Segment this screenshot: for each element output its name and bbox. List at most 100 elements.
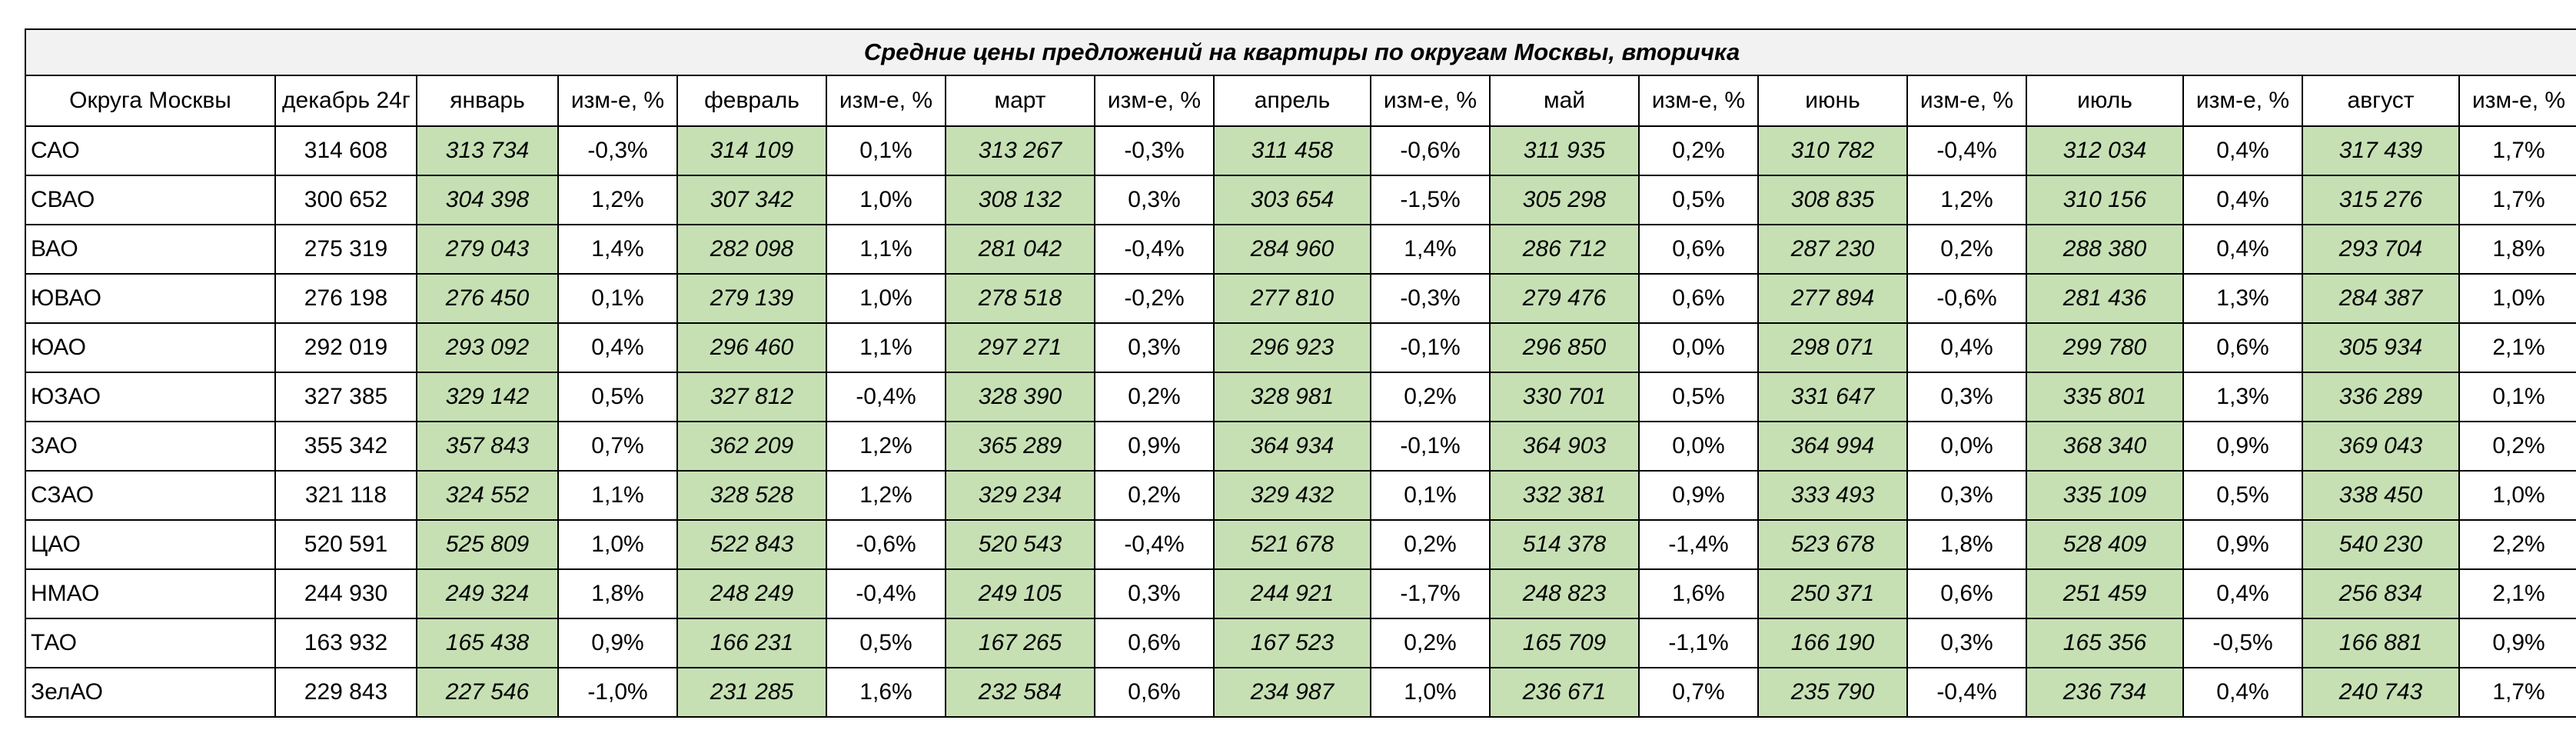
change-cell: 256 834 [2302,568,2460,619]
change-cell: 523 678 [1757,519,1908,570]
price-cell: 1,0% [1370,667,1491,718]
price-cell: 0,6% [1638,224,1759,275]
change-cell: 235 790 [1757,667,1908,718]
price-cell: 0,0% [1906,421,2027,472]
price-cell: 0,4% [1906,322,2027,373]
district-name: ЗелАО [25,667,276,718]
district-name: ЮВАО [25,273,276,324]
price-cell: 355 342 [274,421,417,472]
change-cell: 284 960 [1213,224,1371,275]
change-cell: 293 092 [416,322,559,373]
change-cell: 310 782 [1757,125,1908,176]
price-cell: 1,4% [1370,224,1491,275]
change-cell: 166 231 [676,618,827,668]
change-cell: 311 458 [1213,125,1371,176]
change-cell: 305 298 [1489,175,1640,225]
change-cell: 313 267 [945,125,1095,176]
change-cell: 278 518 [945,273,1095,324]
change-cell: 514 378 [1489,519,1640,570]
price-cell: 0,6% [1094,667,1215,718]
price-cell: -0,3% [557,125,678,176]
district-name: ЗАО [25,421,276,472]
price-cell: 1,2% [1906,175,2027,225]
change-cell: 276 450 [416,273,559,324]
price-cell: -1,7% [1370,568,1491,619]
change-cell: 365 289 [945,421,1095,472]
price-cell: 0,4% [2182,224,2303,275]
table-row: САО 314 608 313 734 -0,3% 314 109 0,1% 313 267… [25,125,2576,176]
price-cell: 1,6% [1638,568,1759,619]
change-cell: 236 734 [2026,667,2184,718]
change-cell: 244 921 [1213,568,1371,619]
price-cell: -0,1% [1370,421,1491,472]
change-cell: 312 034 [2026,125,2184,176]
price-table-container: Средние цены предложений на квартиры по … [24,28,2576,718]
price-cell: -0,4% [826,372,946,422]
district-name: ТАО [25,618,276,668]
price-cell: 0,9% [2182,519,2303,570]
change-cell: 315 276 [2302,175,2460,225]
price-cell: 244 930 [274,568,417,619]
column-header: август [2302,75,2460,127]
change-cell: 368 340 [2026,421,2184,472]
price-cell: 275 319 [274,224,417,275]
price-cell: 0,2% [1094,470,1215,521]
table-row: СВАО 300 652 304 398 1,2% 307 342 1,0% 308 132… [25,175,2576,225]
price-cell: 0,2% [2458,421,2576,472]
change-cell: 329 432 [1213,470,1371,521]
change-cell: 165 709 [1489,618,1640,668]
price-cell: -1,5% [1370,175,1491,225]
price-cell: 0,5% [1638,175,1759,225]
price-cell: -0,4% [1906,125,2027,176]
district-name: ВАО [25,224,276,275]
column-header: изм-е, % [826,75,946,127]
column-header: изм-е, % [2458,75,2576,127]
change-cell: 234 987 [1213,667,1371,718]
change-cell: 357 843 [416,421,559,472]
change-cell: 314 109 [676,125,827,176]
price-cell: -0,3% [1370,273,1491,324]
district-name: ЦАО [25,519,276,570]
change-cell: 540 230 [2302,519,2460,570]
column-header: декабрь 24г [274,75,417,127]
change-cell: 364 934 [1213,421,1371,472]
change-cell: 296 460 [676,322,827,373]
change-cell: 329 142 [416,372,559,422]
change-cell: 251 459 [2026,568,2184,619]
price-cell: 314 608 [274,125,417,176]
column-header: июнь [1757,75,1908,127]
price-cell: 0,7% [1638,667,1759,718]
column-header: изм-е, % [1094,75,1215,127]
price-cell: 0,3% [1094,175,1215,225]
price-cell: 0,6% [1638,273,1759,324]
price-cell: 0,2% [1094,372,1215,422]
price-cell: 1,0% [557,519,678,570]
change-cell: 311 935 [1489,125,1640,176]
price-cell: 1,1% [826,224,946,275]
table-body: САО 314 608 313 734 -0,3% 314 109 0,1% 313 267… [25,125,2576,718]
price-cell: 0,3% [1094,568,1215,619]
price-cell: 1,7% [2458,175,2576,225]
change-cell: 521 678 [1213,519,1371,570]
price-cell: 1,6% [826,667,946,718]
change-cell: 279 139 [676,273,827,324]
change-cell: 249 105 [945,568,1095,619]
table-title: Средние цены предложений на квартиры по … [24,28,2576,76]
column-header: изм-е, % [1638,75,1759,127]
price-cell: 1,2% [826,421,946,472]
price-cell: 1,0% [2458,470,2576,521]
price-cell: 0,4% [2182,667,2303,718]
district-name: САО [25,125,276,176]
price-cell: 1,0% [826,273,946,324]
change-cell: 328 528 [676,470,827,521]
price-cell: 0,2% [1638,125,1759,176]
change-cell: 249 324 [416,568,559,619]
price-cell: 321 118 [274,470,417,521]
change-cell: 227 546 [416,667,559,718]
change-cell: 281 042 [945,224,1095,275]
change-cell: 324 552 [416,470,559,521]
price-cell: 520 591 [274,519,417,570]
change-cell: 364 903 [1489,421,1640,472]
price-cell: -0,2% [1094,273,1215,324]
change-cell: 248 249 [676,568,827,619]
